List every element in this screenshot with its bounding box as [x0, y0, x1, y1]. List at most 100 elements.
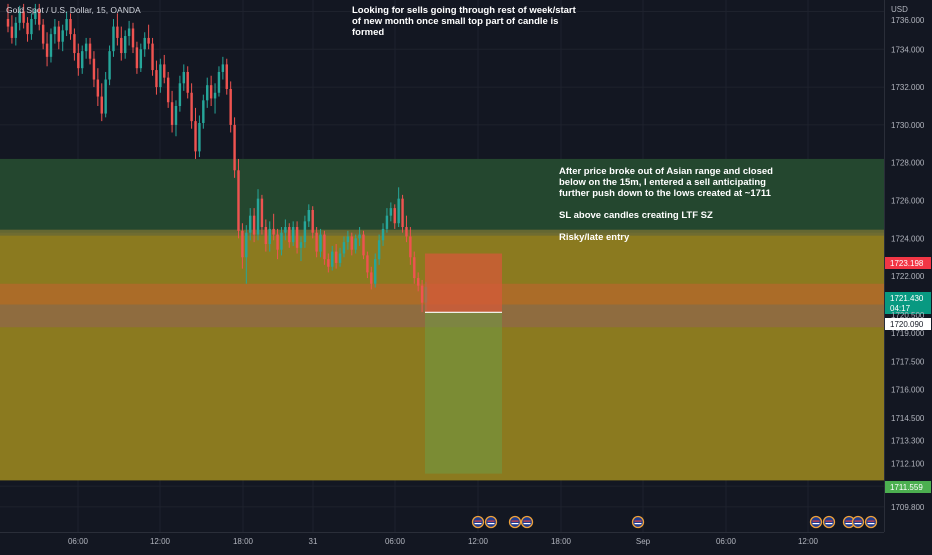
candle-body: [342, 242, 346, 254]
time-axis-background[interactable]: [0, 532, 932, 550]
candle-body: [104, 79, 107, 114]
candle-body: [139, 49, 143, 69]
symbol-title[interactable]: Gold Spot / U.S. Dollar, 15, OANDA: [6, 5, 141, 15]
event-flag-stripe: [634, 520, 642, 522]
note-top[interactable]: Looking for sells going through rest of …: [352, 5, 577, 38]
event-flag-icon[interactable]: [851, 515, 865, 529]
y-tick-label: 1717.500: [891, 357, 925, 366]
candle-body: [323, 234, 326, 260]
note-right-line-5: SL above candles creating LTF SZ: [559, 210, 713, 221]
candle-body: [377, 240, 381, 260]
event-flag-icon[interactable]: [471, 515, 485, 529]
candle-body: [366, 255, 369, 273]
price-tag-hidden-level: 1720.500: [891, 311, 925, 320]
short-position-tool[interactable]: [425, 253, 502, 474]
candle-body: [264, 227, 268, 245]
candle-body: [311, 210, 314, 233]
x-tick-label: 12:00: [468, 537, 489, 546]
candle-body: [225, 64, 228, 89]
y-tick-label: 1709.800: [891, 503, 925, 512]
candle-body: [135, 47, 139, 69]
y-tick-label: 1722.000: [891, 272, 925, 281]
event-flag-icon[interactable]: [508, 515, 522, 529]
event-flag-stripe: [845, 520, 853, 522]
candle-body: [401, 198, 404, 228]
y-tick-label: 1724.000: [891, 234, 925, 243]
candle-body: [241, 230, 244, 258]
event-flag-icon[interactable]: [631, 515, 645, 529]
candle-body: [291, 227, 295, 243]
candle-body: [170, 102, 174, 125]
candle-body: [319, 234, 322, 252]
event-flag-stripe: [825, 520, 833, 522]
candle-body: [280, 232, 283, 250]
candle-body: [397, 198, 400, 224]
candle-body: [34, 9, 37, 20]
note-top-line-2: of new month once small top part of cand…: [352, 16, 558, 27]
x-tick-label: 12:00: [798, 537, 819, 546]
candle-body: [6, 19, 10, 27]
candle-body: [252, 215, 256, 235]
candle-body: [88, 43, 92, 59]
event-flag-stripe: [511, 523, 519, 525]
event-flag-stripe: [812, 520, 820, 522]
y-tick-label: 1714.500: [891, 414, 925, 423]
candle-body: [194, 121, 197, 152]
event-flag-stripe: [867, 520, 875, 522]
event-flag-stripe: [867, 523, 875, 525]
note-right[interactable]: After price broke out of Asian range and…: [559, 166, 773, 243]
x-tick-label: 06:00: [716, 537, 737, 546]
candle-body: [420, 285, 424, 303]
candles: [6, 3, 428, 313]
candle-body: [96, 79, 100, 97]
candle-body: [393, 208, 396, 224]
x-tick-label: 06:00: [385, 537, 406, 546]
note-right-line-7: Risky/late entry: [559, 232, 630, 243]
y-tick-label: 1734.000: [891, 45, 925, 54]
candle-body: [327, 259, 330, 267]
candle-body: [116, 26, 119, 38]
candle-body: [288, 227, 291, 243]
event-flag-icon[interactable]: [822, 515, 836, 529]
y-tick-label-top: 1736.000: [891, 16, 925, 25]
x-tick-label: 18:00: [551, 537, 572, 546]
candle-body: [45, 43, 49, 57]
bar-countdown-text: 04:17: [890, 304, 911, 313]
stop-loss-box: [425, 253, 502, 313]
candle-body: [268, 228, 271, 245]
event-flag-stripe: [487, 520, 495, 522]
economic-events[interactable]: [471, 515, 878, 529]
supply-zone: [0, 158, 884, 233]
event-flag-icon[interactable]: [484, 515, 498, 529]
candle-body: [14, 22, 18, 38]
event-flag-stripe: [845, 523, 853, 525]
candle-body: [413, 257, 416, 279]
candle-body: [73, 34, 76, 54]
candle-body: [284, 227, 287, 233]
candle-body: [248, 215, 252, 233]
event-flag-icon[interactable]: [864, 515, 878, 529]
candle-body: [338, 253, 342, 263]
candle-body: [57, 26, 60, 42]
zone-border-band: [0, 229, 884, 236]
candle-body: [108, 51, 111, 80]
event-flag-stripe: [523, 520, 531, 522]
x-tick-label: 06:00: [68, 537, 89, 546]
price-tag-entry: 1720.090: [885, 318, 931, 330]
event-flag-stripe: [825, 523, 833, 525]
event-flag-icon[interactable]: [809, 515, 823, 529]
candle-body: [385, 215, 389, 229]
candle-body: [276, 234, 279, 250]
candle-body: [61, 30, 64, 42]
note-right-line-1: After price broke out of Asian range and…: [559, 166, 773, 177]
price-tag-target: 1711.559: [885, 481, 931, 493]
x-tick-label: 12:00: [150, 537, 171, 546]
candle-body: [155, 70, 158, 88]
candle-body: [159, 64, 162, 88]
candle-body: [233, 124, 236, 171]
candle-body: [245, 232, 248, 258]
event-flag-icon[interactable]: [520, 515, 534, 529]
candle-body: [295, 227, 299, 248]
